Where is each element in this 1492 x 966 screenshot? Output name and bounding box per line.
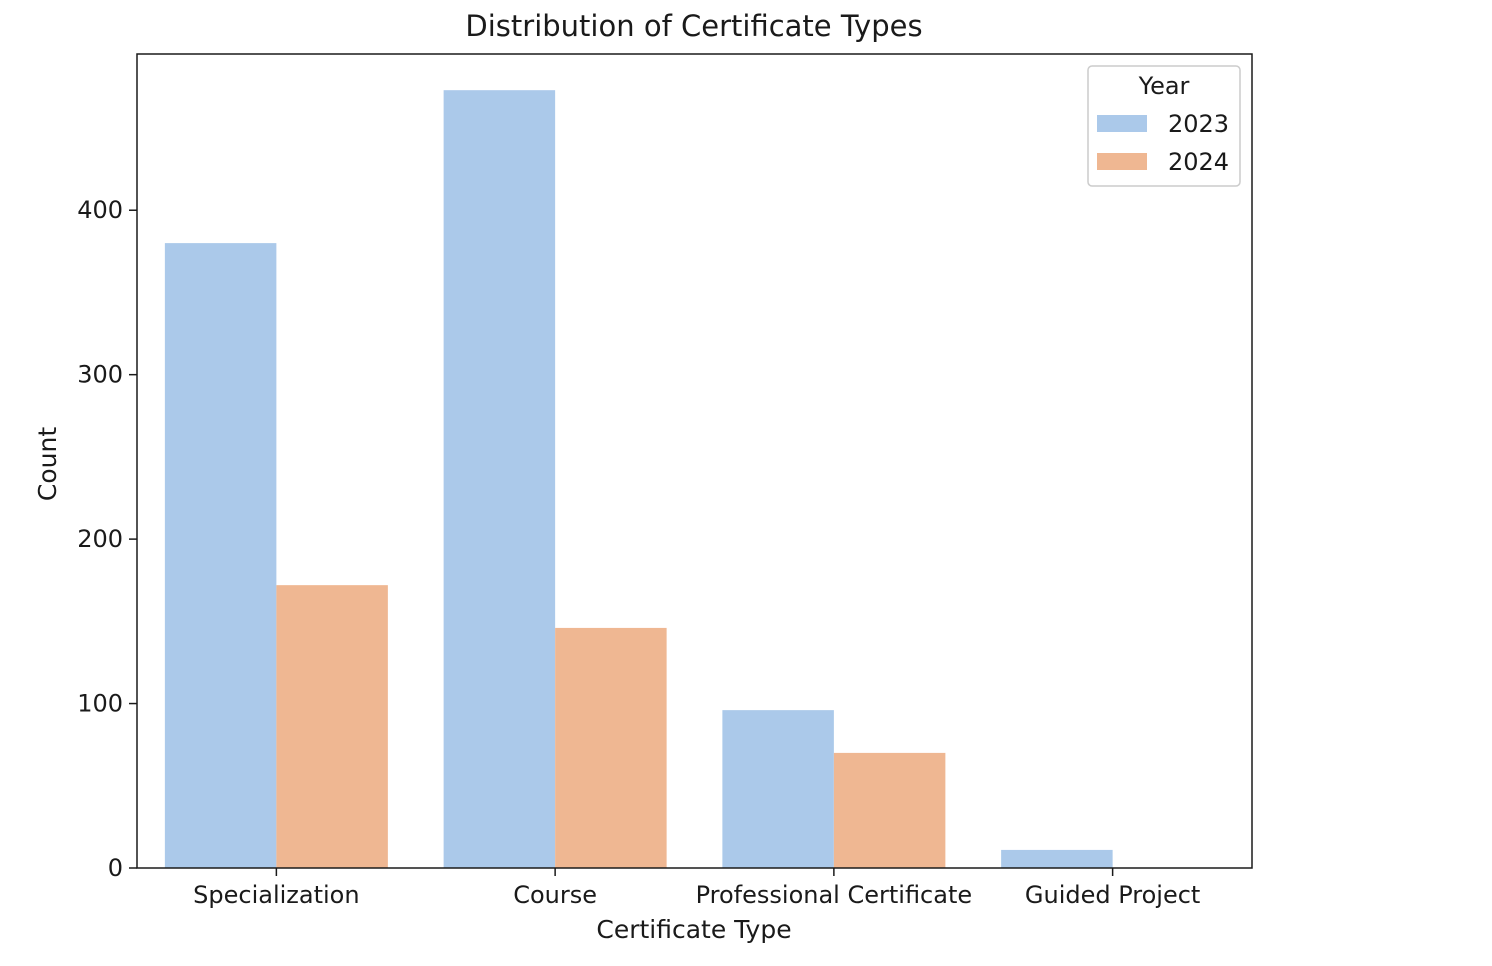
plot-frame (136, 53, 1253, 869)
legend-label-2023: 2023 (1168, 110, 1229, 138)
legend: Year 2023 2024 (1087, 65, 1241, 187)
bar-specialization-2023 (164, 243, 277, 869)
x-tick-label: Specialization (193, 881, 359, 909)
y-tick-label: 300 (77, 361, 123, 389)
y-tick-label: 0 (108, 854, 123, 882)
bar-course-2023 (443, 90, 556, 868)
y-tick-label: 400 (77, 196, 123, 224)
bar-course-2024 (555, 627, 667, 868)
bars-group (164, 90, 1113, 869)
x-axis-label: Certificate Type (596, 915, 791, 944)
chart-title: Distribution of Certificate Types (465, 9, 922, 43)
legend-label-2024: 2024 (1168, 148, 1229, 176)
x-tick-label: Professional Certificate (696, 881, 973, 909)
y-axis-label: Count (33, 427, 62, 501)
y-axis-ticks: 0 100 200 300 400 (77, 196, 137, 882)
legend-swatch-2023 (1097, 115, 1147, 132)
y-tick-label: 200 (77, 525, 123, 553)
bar-professional-certificate-2023 (722, 710, 834, 868)
legend-title: Year (1138, 72, 1190, 100)
bar-professional-certificate-2024 (833, 752, 946, 868)
bar-specialization-2024 (276, 585, 388, 868)
y-tick-label: 100 (77, 690, 123, 718)
x-tick-label: Guided Project (1025, 881, 1200, 909)
x-tick-label: Course (513, 881, 597, 909)
x-axis-ticks: Specialization Course Professional Certifi… (193, 868, 1200, 909)
legend-swatch-2024 (1097, 153, 1147, 170)
bar-guided-project-2023 (1001, 849, 1113, 868)
